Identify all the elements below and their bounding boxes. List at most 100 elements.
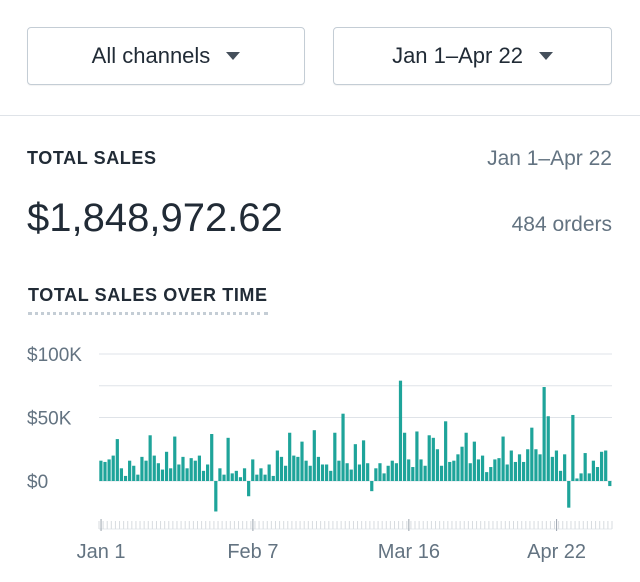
sales-bar[interactable]	[222, 474, 226, 481]
sales-bar[interactable]	[419, 459, 423, 481]
sales-bar[interactable]	[210, 434, 214, 481]
sales-bar[interactable]	[398, 380, 403, 481]
sales-bar[interactable]	[571, 414, 575, 481]
sales-bar[interactable]	[292, 455, 296, 481]
sales-bar[interactable]	[497, 458, 501, 481]
sales-bar[interactable]	[517, 454, 522, 481]
sales-bar[interactable]	[575, 478, 579, 481]
sales-bar[interactable]	[460, 446, 464, 481]
sales-bar[interactable]	[558, 470, 563, 481]
sales-bar[interactable]	[337, 460, 341, 481]
sales-bar[interactable]	[599, 451, 604, 481]
sales-bar[interactable]	[107, 459, 111, 481]
sales-bar[interactable]	[472, 441, 476, 481]
sales-bar[interactable]	[468, 463, 472, 481]
sales-bar[interactable]	[509, 450, 513, 481]
sales-bar[interactable]	[456, 454, 460, 481]
sales-bar[interactable]	[464, 432, 468, 481]
sales-bar[interactable]	[563, 454, 567, 481]
sales-bar[interactable]	[197, 455, 201, 481]
sales-bar[interactable]	[111, 455, 115, 481]
sales-bar[interactable]	[444, 421, 448, 481]
sales-bar[interactable]	[345, 463, 349, 481]
sales-bar[interactable]	[480, 455, 485, 481]
sales-bar[interactable]	[283, 465, 288, 481]
sales-bar[interactable]	[493, 459, 497, 481]
sales-bar[interactable]	[136, 474, 140, 481]
sales-bar[interactable]	[103, 461, 107, 481]
sales-bar[interactable]	[312, 430, 316, 481]
sales-bar[interactable]	[554, 450, 559, 481]
sales-bar[interactable]	[201, 470, 206, 481]
sales-bar[interactable]	[378, 463, 382, 481]
sales-bar[interactable]	[439, 465, 444, 481]
sales-bar[interactable]	[259, 468, 263, 481]
sales-bar[interactable]	[608, 481, 612, 487]
sales-bar[interactable]	[279, 456, 284, 481]
chart-title[interactable]: TOTAL SALES OVER TIME	[28, 285, 268, 315]
sales-bar[interactable]	[349, 469, 353, 481]
sales-bar[interactable]	[341, 413, 345, 481]
sales-bar[interactable]	[394, 463, 398, 481]
sales-bar[interactable]	[583, 453, 587, 481]
sales-bar[interactable]	[181, 456, 185, 481]
sales-bar[interactable]	[505, 464, 509, 481]
date-range-dropdown[interactable]: Jan 1–Apr 22	[333, 27, 612, 85]
sales-bar[interactable]	[238, 477, 243, 481]
sales-bar[interactable]	[595, 467, 600, 481]
sales-bar[interactable]	[128, 460, 132, 481]
sales-bar[interactable]	[132, 465, 136, 481]
sales-bar[interactable]	[255, 474, 259, 481]
sales-bar[interactable]	[403, 432, 407, 481]
sales-bar[interactable]	[316, 456, 321, 481]
sales-bar[interactable]	[357, 464, 362, 481]
sales-bar[interactable]	[296, 456, 300, 481]
sales-bar[interactable]	[526, 449, 530, 481]
sales-bar[interactable]	[374, 468, 378, 481]
sales-bar[interactable]	[489, 467, 493, 481]
sales-bar[interactable]	[423, 465, 427, 481]
sales-bar[interactable]	[123, 475, 128, 481]
sales-bar[interactable]	[193, 460, 197, 481]
sales-bar[interactable]	[370, 481, 374, 492]
sales-bar[interactable]	[476, 459, 481, 481]
sales-bar[interactable]	[448, 461, 452, 481]
sales-bar[interactable]	[415, 431, 419, 481]
sales-bar[interactable]	[452, 460, 456, 481]
sales-bar[interactable]	[173, 436, 177, 481]
sales-bar[interactable]	[206, 464, 210, 481]
sales-bar[interactable]	[513, 461, 517, 481]
sales-bar[interactable]	[152, 455, 156, 481]
sales-bar[interactable]	[160, 469, 165, 481]
sales-bar[interactable]	[263, 474, 267, 481]
sales-bar[interactable]	[226, 437, 230, 481]
sales-bar[interactable]	[218, 468, 222, 481]
sales-bar[interactable]	[144, 460, 148, 481]
sales-bar[interactable]	[288, 432, 292, 481]
sales-bar[interactable]	[275, 450, 279, 481]
sales-bar[interactable]	[390, 460, 394, 481]
sales-bar[interactable]	[325, 464, 329, 481]
sales-bar[interactable]	[546, 416, 550, 481]
sales-bar[interactable]	[534, 449, 538, 481]
sales-bar[interactable]	[538, 454, 542, 481]
sales-bar[interactable]	[567, 481, 571, 508]
channel-filter-dropdown[interactable]: All channels	[27, 27, 305, 85]
sales-bar[interactable]	[435, 449, 440, 481]
sales-bar[interactable]	[579, 473, 583, 481]
sales-bar[interactable]	[251, 459, 255, 481]
sales-bar[interactable]	[542, 387, 546, 481]
sales-bar[interactable]	[189, 458, 193, 481]
sales-bar[interactable]	[333, 432, 337, 481]
sales-bar[interactable]	[169, 468, 173, 481]
sales-bar[interactable]	[267, 464, 271, 481]
sales-bar[interactable]	[234, 470, 238, 481]
sales-bar[interactable]	[214, 481, 218, 512]
sales-bar[interactable]	[530, 427, 534, 481]
sales-bar[interactable]	[271, 475, 275, 481]
sales-bar[interactable]	[185, 468, 189, 481]
sales-bar[interactable]	[353, 444, 357, 481]
sales-bar[interactable]	[587, 473, 591, 481]
sales-bar[interactable]	[115, 439, 119, 481]
sales-bar[interactable]	[99, 460, 103, 481]
